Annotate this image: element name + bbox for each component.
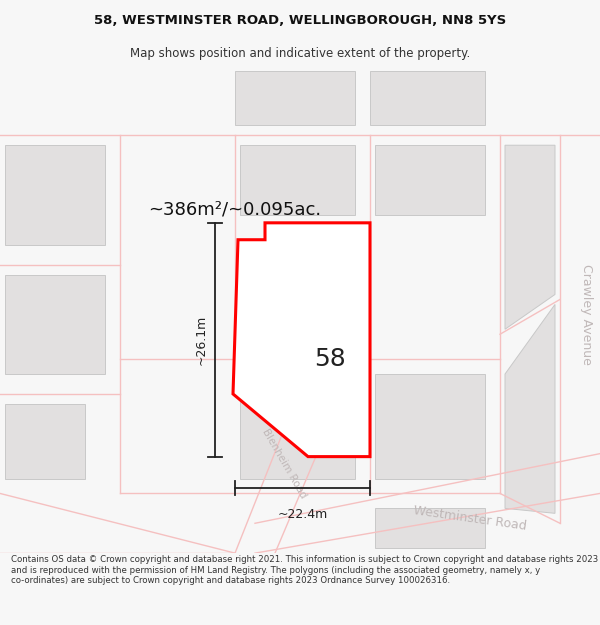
Bar <box>370 71 485 126</box>
Polygon shape <box>233 223 370 457</box>
Bar <box>240 374 355 479</box>
Text: ~386m²/~0.095ac.: ~386m²/~0.095ac. <box>148 201 321 219</box>
Text: Contains OS data © Crown copyright and database right 2021. This information is : Contains OS data © Crown copyright and d… <box>11 555 598 585</box>
Text: 58: 58 <box>314 347 346 371</box>
Polygon shape <box>505 145 555 329</box>
Polygon shape <box>505 304 555 513</box>
Text: Map shows position and indicative extent of the property.: Map shows position and indicative extent… <box>130 48 470 60</box>
Bar <box>5 145 105 245</box>
Bar <box>5 404 85 479</box>
Bar <box>375 145 485 215</box>
Bar <box>375 508 485 548</box>
Text: 58, WESTMINSTER ROAD, WELLINGBOROUGH, NN8 5YS: 58, WESTMINSTER ROAD, WELLINGBOROUGH, NN… <box>94 14 506 28</box>
Text: ~22.4m: ~22.4m <box>277 508 328 521</box>
Bar <box>375 374 485 479</box>
Text: Blenheim Road: Blenheim Road <box>260 427 308 500</box>
Bar <box>235 71 355 126</box>
Text: Westminster Road: Westminster Road <box>413 504 527 532</box>
Bar <box>5 274 105 374</box>
Text: Crawley Avenue: Crawley Avenue <box>581 264 593 365</box>
Text: ~26.1m: ~26.1m <box>194 314 208 365</box>
Bar <box>240 145 355 215</box>
